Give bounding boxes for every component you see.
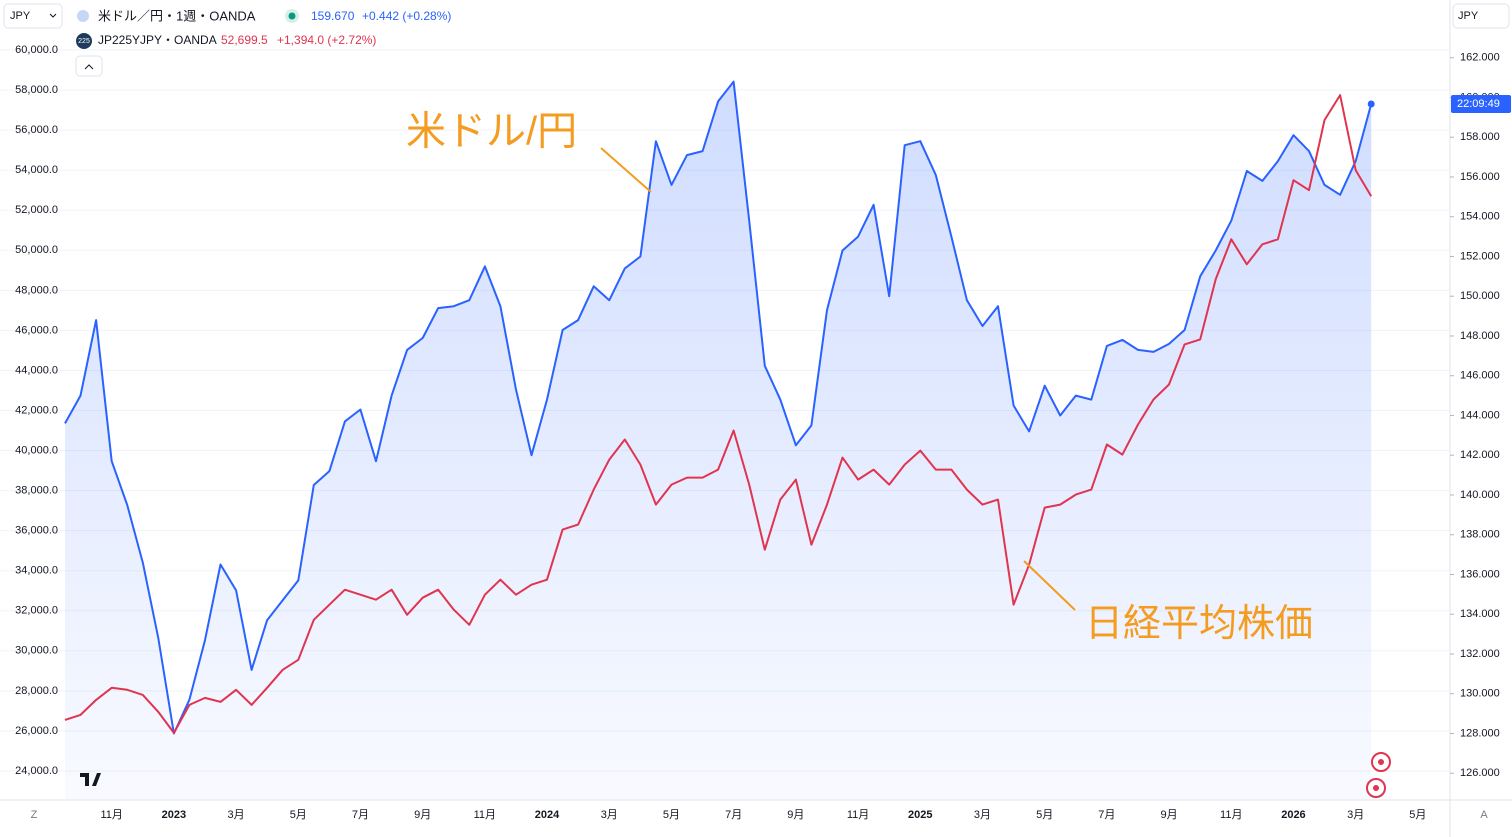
- x-tick-label: 5月: [663, 809, 680, 821]
- unit-label: JPY: [1458, 10, 1479, 22]
- x-tick-label: 3月: [974, 809, 991, 821]
- annotation-arrow: [600, 147, 652, 193]
- y2-tick-label: 150.000: [1460, 290, 1500, 302]
- x-tick-label: 11月: [1220, 809, 1242, 821]
- y-tick-label: 42,000.0: [15, 404, 58, 416]
- y2-tick-label: 156.000: [1460, 171, 1500, 183]
- y2-tick-label: 162.000: [1460, 52, 1500, 64]
- axis-button[interactable]: A: [1480, 809, 1488, 821]
- y2-tick-label: 142.000: [1460, 449, 1500, 461]
- x-tick-label: 11月: [474, 809, 496, 821]
- event-icon: [1378, 759, 1384, 765]
- y-tick-label: 30,000.0: [15, 645, 58, 657]
- series-line: [64, 80, 1373, 735]
- x-tick-label: 9月: [787, 809, 804, 821]
- y-tick-label: 58,000.0: [15, 84, 58, 96]
- legend-series-name: 米ドル／円・1週・OANDA: [98, 8, 256, 23]
- x-tick-label: 3月: [1347, 809, 1364, 821]
- y2-tick-label: 136.000: [1460, 568, 1500, 580]
- unit-button[interactable]: [1452, 3, 1510, 29]
- legend-last: 159.670: [311, 9, 355, 23]
- unit-label: JPY: [10, 10, 31, 22]
- status-dot: [288, 12, 296, 20]
- collapse-button[interactable]: [75, 55, 103, 77]
- y-tick-label: 38,000.0: [15, 485, 58, 497]
- chevron: [49, 13, 57, 18]
- legend-last: 52,699.5: [221, 33, 268, 47]
- y2-tick-label: 138.000: [1460, 529, 1500, 541]
- symbol-icon: [76, 33, 92, 49]
- y-tick-label: 46,000.0: [15, 324, 58, 336]
- y-tick-label: 48,000.0: [15, 284, 58, 296]
- flag-icon: [77, 10, 89, 22]
- legend-series-name: JP225YJPY・OANDA: [98, 33, 217, 47]
- y-tick-label: 60,000.0: [15, 44, 58, 56]
- y-tick-label: 56,000.0: [15, 124, 58, 136]
- x-tick-label: 2025: [908, 809, 932, 821]
- x-tick-label: 7月: [725, 809, 742, 821]
- annotation: 日経平均株価: [1085, 603, 1313, 645]
- plot: [64, 80, 1375, 801]
- y2-tick-label: 140.000: [1460, 489, 1500, 501]
- y-tick-label: 26,000.0: [15, 725, 58, 737]
- y2-tick-label: 134.000: [1460, 608, 1500, 620]
- y2-tick-label: 152.000: [1460, 250, 1500, 262]
- x-tick-label: 2026: [1281, 809, 1305, 821]
- legend-change: +1,394.0 (+2.72%): [277, 33, 376, 47]
- y2-tick-label: 130.000: [1460, 688, 1500, 700]
- y-tick-label: 40,000.0: [15, 444, 58, 456]
- y-tick-label: 36,000.0: [15, 525, 58, 537]
- y-tick-label: 54,000.0: [15, 164, 58, 176]
- y2-tick-label: 148.000: [1460, 330, 1500, 342]
- area-fill: [65, 81, 1372, 801]
- x-tick-label: 5月: [1036, 809, 1053, 821]
- x-tick-label: 11月: [847, 809, 869, 821]
- y2-tick-label: 132.000: [1460, 648, 1500, 660]
- y2-tick-label: 126.000: [1460, 767, 1500, 779]
- series-line: [64, 94, 1373, 734]
- x-tick-label: 9月: [414, 809, 431, 821]
- event-icon: [1373, 785, 1379, 791]
- symbol-icon-label: 225: [78, 38, 90, 45]
- annotation: 米ドル/円: [406, 110, 577, 154]
- x-tick-label: 3月: [227, 809, 244, 821]
- x-tick-label: 9月: [1160, 809, 1177, 821]
- logo: [80, 773, 101, 786]
- legend-change: +0.442 (+0.28%): [362, 9, 451, 23]
- axis-button[interactable]: Z: [31, 809, 38, 821]
- axes: 24,000.0 26,000.0 28,000.0 30,000.0 32,000.0…: [15, 44, 1511, 821]
- time-tag: [1451, 95, 1511, 114]
- x-tick-label: 7月: [352, 809, 369, 821]
- last-point: [1367, 100, 1375, 108]
- y2-tick-label: 146.000: [1460, 370, 1500, 382]
- y2-tick-label: 128.000: [1460, 727, 1500, 739]
- x-tick-label: 3月: [601, 809, 618, 821]
- x-tick-label: 2023: [162, 809, 186, 821]
- time-tag-label: 22:09:49: [1457, 98, 1500, 110]
- x-tick-label: 7月: [1098, 809, 1115, 821]
- y2-tick-label: 158.000: [1460, 131, 1500, 143]
- y-tick-label: 50,000.0: [15, 244, 58, 256]
- x-tick-label: 5月: [1409, 809, 1426, 821]
- unit-button[interactable]: [3, 3, 63, 29]
- y2-tick-label: 154.000: [1460, 211, 1500, 223]
- chevron: [84, 64, 94, 70]
- y-tick-label: 52,000.0: [15, 204, 58, 216]
- y-tick-label: 28,000.0: [15, 685, 58, 697]
- y-tick-label: 24,000.0: [15, 765, 58, 777]
- annotation-arrow: [1023, 560, 1076, 611]
- x-tick-label: 11月: [100, 809, 122, 821]
- x-tick-label: 2024: [535, 809, 560, 821]
- y2-tick-label: 144.000: [1460, 409, 1500, 421]
- y-tick-label: 44,000.0: [15, 364, 58, 376]
- y-tick-label: 34,000.0: [15, 565, 58, 577]
- y-tick-label: 32,000.0: [15, 605, 58, 617]
- x-tick-label: 5月: [290, 809, 307, 821]
